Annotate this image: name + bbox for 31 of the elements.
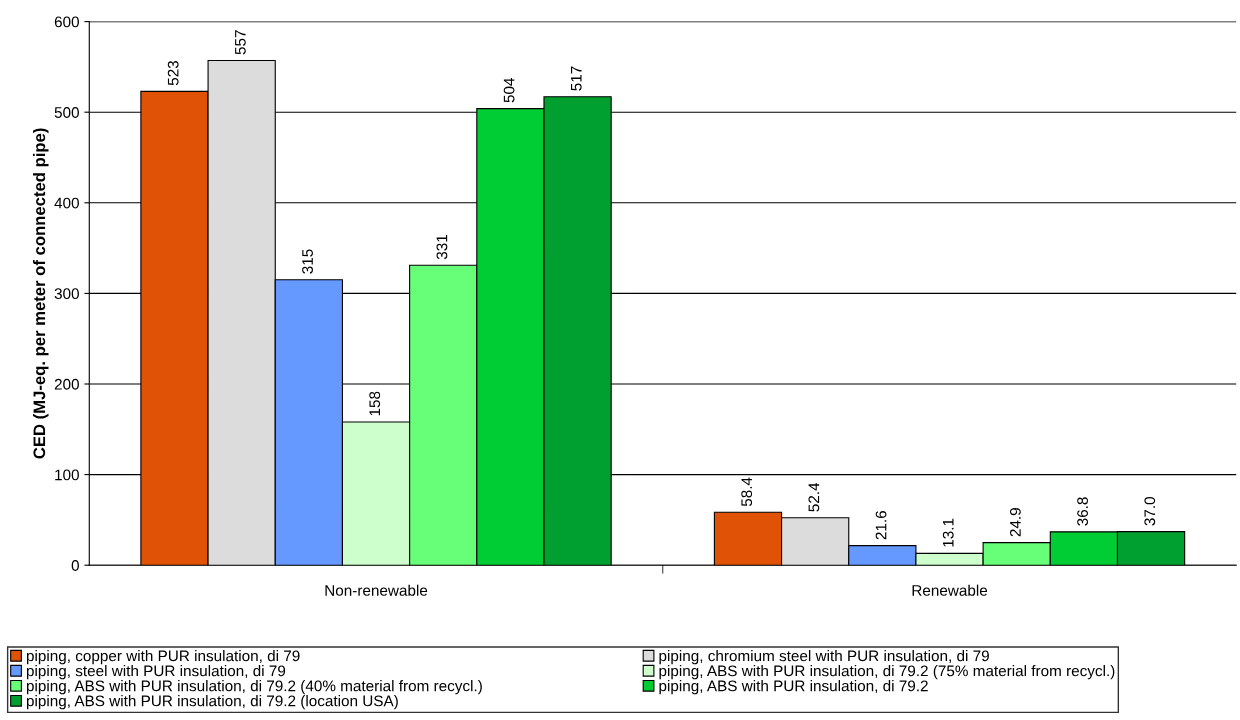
y-tick-label: 600 bbox=[54, 16, 79, 28]
x-tick-label: Non-renewable bbox=[325, 584, 428, 596]
data-label: 52.4 bbox=[808, 482, 820, 512]
data-label: 24.9 bbox=[1009, 508, 1021, 537]
y-tick-label: 500 bbox=[54, 107, 79, 118]
legend-label: piping, ABS with PUR insulation, di 79.2 (75% material from recycl.) bbox=[659, 665, 1115, 680]
data-label: 523 bbox=[167, 60, 179, 86]
y-tick-label: 0 bbox=[71, 560, 79, 571]
data-label: 504 bbox=[503, 77, 515, 103]
y-tick-label: 100 bbox=[55, 469, 79, 481]
data-label: 517 bbox=[571, 66, 582, 91]
y-axis-title: CED (MJ-eq. per meter of connected pipe) bbox=[32, 128, 49, 459]
data-label: 37.0 bbox=[1144, 496, 1156, 526]
data-label: 331 bbox=[436, 235, 448, 260]
data-label: 158 bbox=[369, 391, 381, 416]
data-label: 58.4 bbox=[741, 477, 753, 507]
y-tick-label: 300 bbox=[54, 288, 79, 300]
data-label: 36.8 bbox=[1077, 497, 1088, 526]
legend-label: piping, ABS with PUR insulation, di 79.2 bbox=[659, 680, 928, 695]
y-tick-label: 200 bbox=[54, 378, 79, 390]
legend-label: piping, ABS with PUR insulation, di 79.2 (40% material from recycl.) bbox=[26, 680, 482, 695]
legend-label: piping, steel with PUR insulation, di 79 bbox=[26, 665, 286, 680]
legend-label: piping, chromium steel with PUR insulation, di 79 bbox=[659, 650, 989, 665]
data-label: 315 bbox=[302, 249, 313, 274]
legend-label: piping, copper with PUR insulation, di 79 bbox=[26, 650, 300, 665]
legend-label: piping, ABS with PUR insulation, di 79.2 (location USA) bbox=[26, 695, 398, 710]
x-tick-label: Renewable bbox=[912, 584, 988, 596]
data-label: 13.1 bbox=[942, 518, 954, 547]
y-tick-label: 400 bbox=[54, 197, 79, 209]
data-label: 557 bbox=[235, 30, 246, 55]
data-label: 21.6 bbox=[875, 511, 887, 540]
